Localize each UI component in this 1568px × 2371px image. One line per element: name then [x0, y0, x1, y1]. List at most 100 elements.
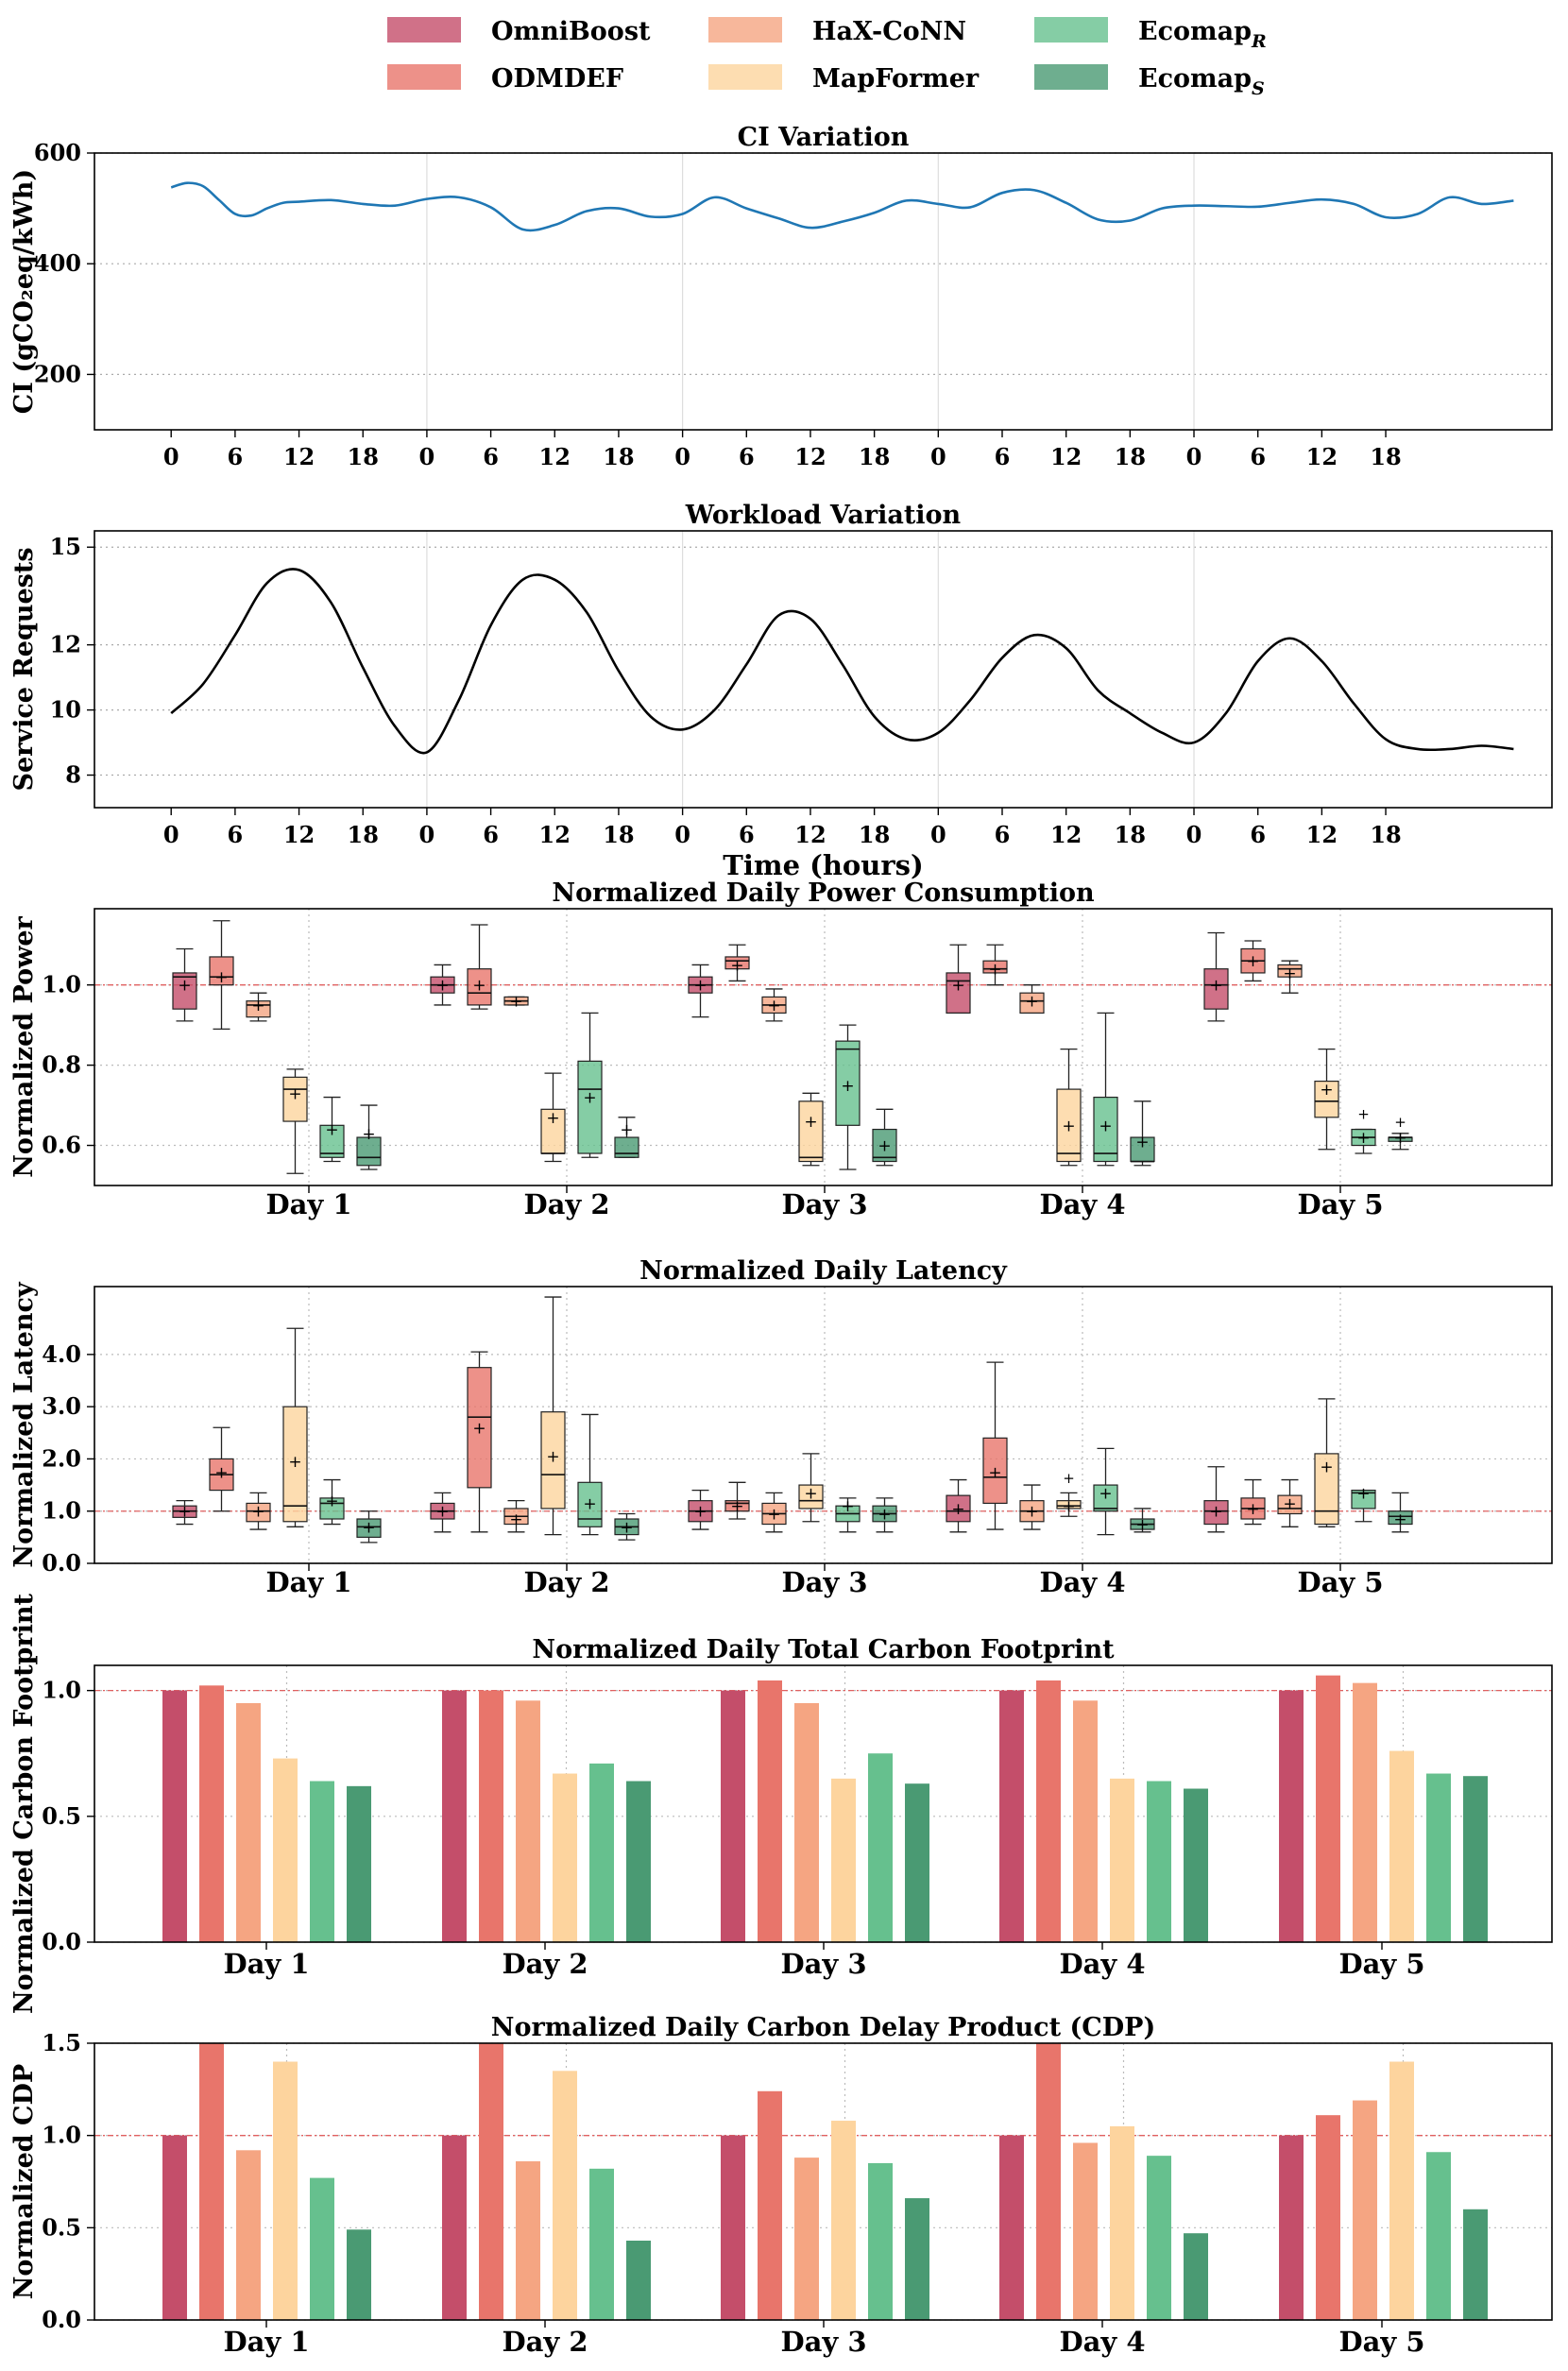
mean-marker: + [1246, 1500, 1259, 1519]
bar-HaX-CoNN [236, 1702, 261, 1942]
bar-MapFormer [553, 1773, 577, 1942]
x-tick-label: Day 4 [1059, 1948, 1145, 1980]
bar-ODMDEF [758, 2090, 782, 2320]
x-tick-label: 12 [283, 821, 315, 848]
y-tick-label: 1.0 [42, 971, 81, 998]
mean-marker: + [1062, 1497, 1075, 1516]
box-body [282, 1076, 308, 1122]
x-tick-label: 0 [163, 443, 179, 470]
bar-OmniBoost [442, 2135, 467, 2320]
legend-swatch [708, 17, 782, 43]
mean-marker: + [178, 977, 191, 996]
mean-marker: + [1209, 1503, 1222, 1522]
x-tick-label: 18 [603, 443, 634, 470]
bar-MapFormer [273, 2061, 298, 2320]
bar-EcomapR [310, 1781, 334, 1942]
x-tick-label: Day 3 [781, 1566, 867, 1598]
box-ODMDEF: + [1240, 940, 1266, 982]
bar-MapFormer [1110, 1778, 1134, 1942]
x-tick-label: 12 [1050, 821, 1082, 848]
y-tick-label: 4.0 [42, 1340, 81, 1368]
outlier-marker: + [1063, 1470, 1075, 1487]
box-EcomapR: + [1093, 1012, 1118, 1167]
x-tick-label: 12 [539, 821, 571, 848]
y-tick-label: 15 [50, 533, 81, 560]
x-tick-label: Day 2 [523, 1566, 609, 1598]
y-tick-label: 8 [65, 761, 81, 789]
mean-marker: + [1393, 1129, 1406, 1148]
y-tick-label: 0.6 [42, 1132, 81, 1159]
box-ODMDEF: + [467, 1351, 492, 1533]
box-MapFormer: + [282, 1068, 308, 1174]
x-tick-label: Day 4 [1059, 2326, 1145, 2358]
box-ODMDEF: + [467, 924, 492, 1010]
bar-EcomapR [1147, 1781, 1171, 1942]
mean-marker: + [583, 1089, 596, 1108]
bar-OmniBoost [162, 2135, 187, 2320]
box-ODMDEF: + [209, 920, 234, 1031]
bar-EcomapS [1184, 2233, 1208, 2320]
mean-marker: + [1283, 964, 1296, 983]
legend-swatch [1034, 17, 1108, 43]
bar-EcomapR [868, 1753, 893, 1942]
mean-marker: + [841, 1077, 854, 1096]
x-tick-label: 0 [1186, 443, 1202, 470]
bar-EcomapR [868, 2162, 893, 2320]
y-tick-label: 0.0 [42, 1928, 81, 1955]
box-body [282, 1406, 308, 1523]
box-MapFormer: + [1056, 1048, 1082, 1167]
bar-MapFormer [831, 1778, 856, 1942]
y-tick-label: 0.0 [42, 2306, 81, 2333]
box-body [356, 1136, 382, 1167]
bar-HaX-CoNN [794, 2158, 819, 2320]
ci-series-line [170, 181, 1514, 232]
y-tick-label: 0.5 [42, 2213, 81, 2241]
box-body [467, 1367, 492, 1489]
box-EcomapR: + [577, 1012, 603, 1158]
box-MapFormer: + [1056, 1492, 1082, 1517]
box-body [724, 1500, 750, 1512]
bar-EcomapS [1463, 2209, 1488, 2320]
legend-label-subscript: S [1252, 78, 1265, 99]
box-EcomapS: + [356, 1104, 382, 1170]
box-MapFormer: + [1314, 1048, 1339, 1151]
box-body [356, 1518, 382, 1538]
box-MapFormer: + [540, 1072, 566, 1163]
mean-marker: + [804, 1113, 817, 1132]
legend-label: HaX-CoNN [812, 17, 966, 46]
box-body [577, 1060, 603, 1154]
box-body [1314, 1453, 1339, 1526]
box-body [1093, 1096, 1118, 1163]
y-tick-label: 3.0 [42, 1392, 81, 1420]
mean-marker: + [1062, 1117, 1075, 1135]
x-tick-label: 18 [859, 821, 890, 848]
mean-marker: + [841, 1497, 854, 1516]
bar-OmniBoost [1279, 2135, 1304, 2320]
x-tick-label: Day 3 [780, 1948, 866, 1980]
bar-HaX-CoNN [236, 2150, 261, 2320]
mean-marker: + [730, 956, 743, 975]
x-tick-label: Day 1 [265, 1188, 351, 1220]
box-body [1277, 964, 1303, 978]
mean-marker: + [1246, 952, 1259, 971]
x-tick-label: 12 [539, 443, 571, 470]
y-tick-label: 2.0 [42, 1444, 81, 1472]
bar-MapFormer [831, 2121, 856, 2320]
y-tick-label: 0.0 [42, 1549, 81, 1577]
y-tick-label: 200 [34, 360, 81, 387]
y-axis-label: CI (gCO₂eq/kWh) [9, 169, 39, 414]
box-MapFormer: + [798, 1092, 824, 1167]
x-tick-label: Day 2 [523, 1188, 609, 1220]
box-EcomapS: + [1388, 1492, 1413, 1533]
y-axis-label: Normalized Carbon Footprint [9, 1593, 39, 2014]
box-EcomapR: + [1093, 1447, 1118, 1536]
box-body [319, 1124, 345, 1158]
x-tick-label: 6 [483, 443, 499, 470]
box-MapFormer: + [540, 1296, 566, 1536]
box-HaX-CoNN: + [246, 992, 271, 1022]
x-tick-label: 12 [283, 443, 315, 470]
box-ODMDEF: + [1240, 1478, 1266, 1526]
box-HaX-CoNN: + [246, 1492, 271, 1530]
mean-marker: + [878, 1505, 891, 1524]
box-EcomapR: + [1351, 1484, 1376, 1523]
